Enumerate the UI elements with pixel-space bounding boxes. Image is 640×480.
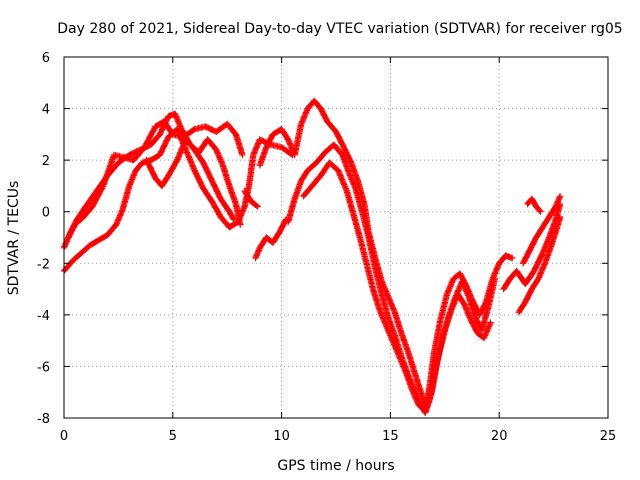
data-point bbox=[537, 208, 544, 215]
x-tick-label: 5 bbox=[169, 429, 177, 444]
grid-layer bbox=[64, 57, 608, 418]
y-tick-label: -6 bbox=[37, 360, 50, 375]
data-point bbox=[230, 216, 237, 223]
y-tick-label: 2 bbox=[42, 154, 50, 169]
x-tick-label: 20 bbox=[491, 429, 508, 444]
series-track-g bbox=[300, 159, 494, 414]
series-track-k bbox=[515, 213, 564, 316]
series-track-i bbox=[252, 216, 290, 262]
data-point bbox=[229, 215, 237, 222]
data-point bbox=[282, 217, 289, 224]
data-point bbox=[536, 207, 543, 214]
y-tick-label: -4 bbox=[37, 309, 50, 324]
chart-title: Day 280 of 2021, Sidereal Day-to-day VTE… bbox=[57, 21, 622, 37]
series-track-m bbox=[524, 195, 544, 215]
series-track-l bbox=[519, 193, 564, 267]
series-track-d bbox=[143, 136, 237, 223]
x-tick-label: 25 bbox=[600, 429, 617, 444]
x-tick-label: 0 bbox=[60, 429, 68, 444]
x-tick-label: 15 bbox=[382, 429, 399, 444]
y-tick-label: 0 bbox=[42, 206, 50, 221]
series-track-c bbox=[65, 118, 246, 241]
y-tick-label: 6 bbox=[42, 51, 50, 66]
points-layer bbox=[60, 97, 564, 416]
data-point bbox=[254, 203, 261, 210]
data-point bbox=[556, 213, 564, 221]
y-tick-label: 4 bbox=[42, 103, 50, 118]
data-point bbox=[556, 193, 564, 200]
series-track-h bbox=[241, 187, 261, 210]
series-track-e bbox=[256, 97, 516, 411]
y-tick-label: -2 bbox=[37, 257, 50, 272]
data-point bbox=[253, 202, 260, 209]
y-tick-label: -8 bbox=[37, 412, 50, 427]
data-point bbox=[487, 319, 494, 326]
plot-frame bbox=[63, 56, 609, 419]
series-track-j bbox=[500, 200, 564, 293]
data-point bbox=[282, 216, 290, 223]
y-axis-label: SDTVAR / TECUs bbox=[6, 181, 22, 296]
data-point bbox=[509, 254, 516, 262]
ticks-layer: 0 5 10 15 20 25 -8 -6 -4 -2 0 2 4 6 bbox=[37, 51, 616, 444]
x-axis-label: GPS time / hours bbox=[277, 458, 394, 474]
data-point bbox=[491, 275, 498, 282]
data-point bbox=[239, 151, 246, 159]
x-tick-label: 10 bbox=[273, 429, 290, 444]
